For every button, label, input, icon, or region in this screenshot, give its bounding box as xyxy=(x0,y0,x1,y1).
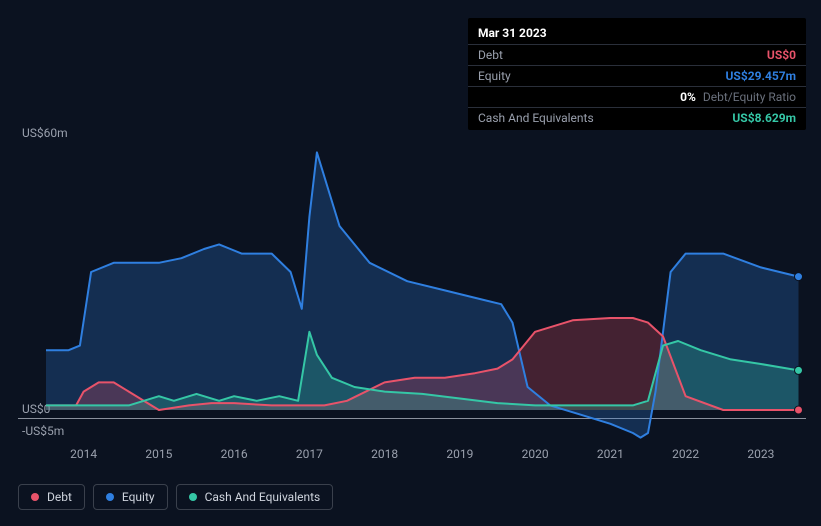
tooltip-value: US$0 xyxy=(767,48,796,62)
equity-end-marker xyxy=(795,273,803,281)
chart-tooltip: Mar 31 2023 DebtUS$0EquityUS$29.457m0% D… xyxy=(468,18,806,130)
x-axis-tick: 2018 xyxy=(371,447,398,461)
legend-item-cash-and-equivalents[interactable]: Cash And Equivalents xyxy=(176,484,334,510)
legend-dot-icon xyxy=(106,493,114,501)
tooltip-key xyxy=(478,90,680,104)
tooltip-rows: DebtUS$0EquityUS$29.457m0% Debt/Equity R… xyxy=(468,44,806,128)
legend-dot-icon xyxy=(189,493,197,501)
x-axis-tick: 2014 xyxy=(70,447,97,461)
x-axis-tick: 2019 xyxy=(446,447,473,461)
cash-end-marker xyxy=(795,366,803,374)
tooltip-row: 0% Debt/Equity Ratio xyxy=(468,86,806,107)
tooltip-value: 0% Debt/Equity Ratio xyxy=(680,90,796,104)
legend: Debt Equity Cash And Equivalents xyxy=(18,484,333,510)
x-axis-tick: 2022 xyxy=(672,447,699,461)
x-axis-tick: 2020 xyxy=(522,447,549,461)
tooltip-key: Debt xyxy=(478,48,767,62)
tooltip-row: Cash And EquivalentsUS$8.629m xyxy=(468,107,806,128)
x-axis-tick: 2023 xyxy=(747,447,774,461)
tooltip-key: Equity xyxy=(478,69,726,83)
legend-item-equity[interactable]: Equity xyxy=(93,484,168,510)
tooltip-row: EquityUS$29.457m xyxy=(468,65,806,86)
tooltip-value: US$8.629m xyxy=(732,111,796,125)
tooltip-key: Cash And Equivalents xyxy=(478,111,732,125)
legend-label: Cash And Equivalents xyxy=(205,490,321,504)
tooltip-date: Mar 31 2023 xyxy=(468,24,806,44)
x-axis-tick: 2016 xyxy=(221,447,248,461)
legend-label: Equity xyxy=(122,490,155,504)
legend-item-debt[interactable]: Debt xyxy=(18,484,85,510)
tooltip-row: DebtUS$0 xyxy=(468,44,806,65)
chart-plot xyxy=(46,142,806,442)
y-axis-label: US$60m xyxy=(22,126,68,140)
x-axis-tick: 2017 xyxy=(296,447,323,461)
legend-label: Debt xyxy=(47,490,72,504)
x-axis-tick: 2021 xyxy=(597,447,624,461)
debt-end-marker xyxy=(795,406,803,414)
legend-dot-icon xyxy=(31,493,39,501)
tooltip-value: US$29.457m xyxy=(726,69,796,83)
x-axis-tick: 2015 xyxy=(145,447,172,461)
